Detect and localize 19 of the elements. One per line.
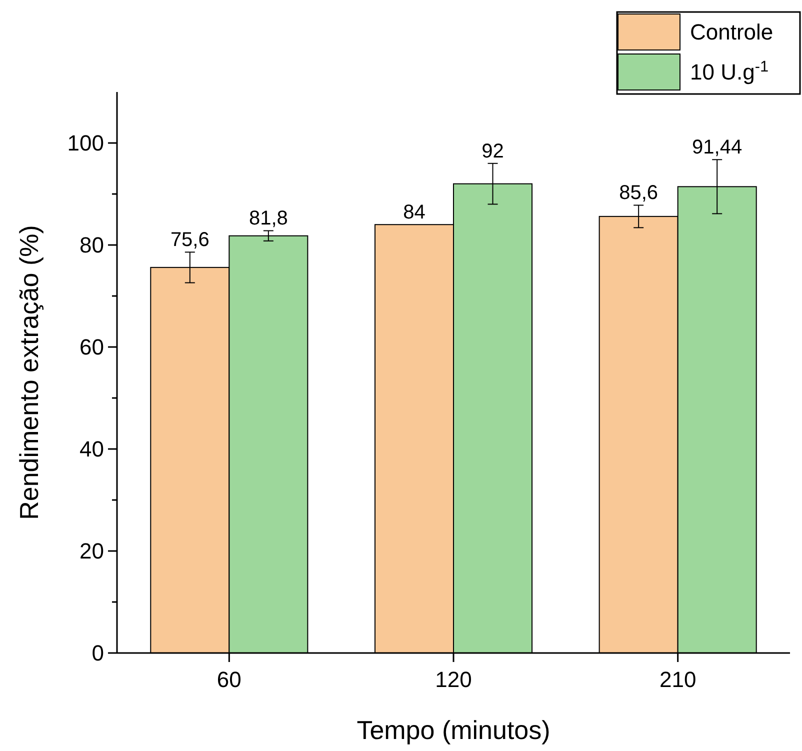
y-tick-label: 100	[67, 130, 104, 156]
data-label: 85,6	[619, 182, 658, 204]
data-label: 92	[482, 140, 504, 162]
x-tick-label: 120	[435, 667, 472, 692]
x-axis-title: Tempo (minutos)	[356, 715, 550, 745]
y-tick-label: 0	[92, 640, 104, 666]
y-tick-label: 80	[80, 232, 104, 258]
data-label: 84	[403, 202, 426, 224]
data-label: 91,44	[692, 136, 742, 159]
y-tick-label: 60	[80, 334, 104, 360]
data-label: 81,8	[248, 208, 288, 230]
legend-label: 10 U.g$^{-1}$	[690, 58, 769, 85]
x-tick-label: 60	[216, 667, 242, 692]
y-axis-title: Rendimento extração (%)	[14, 225, 44, 520]
data-label: 75,6	[170, 229, 210, 252]
legend-label: Controle	[690, 20, 774, 45]
x-tick-label: 210	[659, 667, 696, 692]
y-tick-label: 40	[80, 436, 104, 462]
y-tick-label: 20	[80, 538, 104, 564]
